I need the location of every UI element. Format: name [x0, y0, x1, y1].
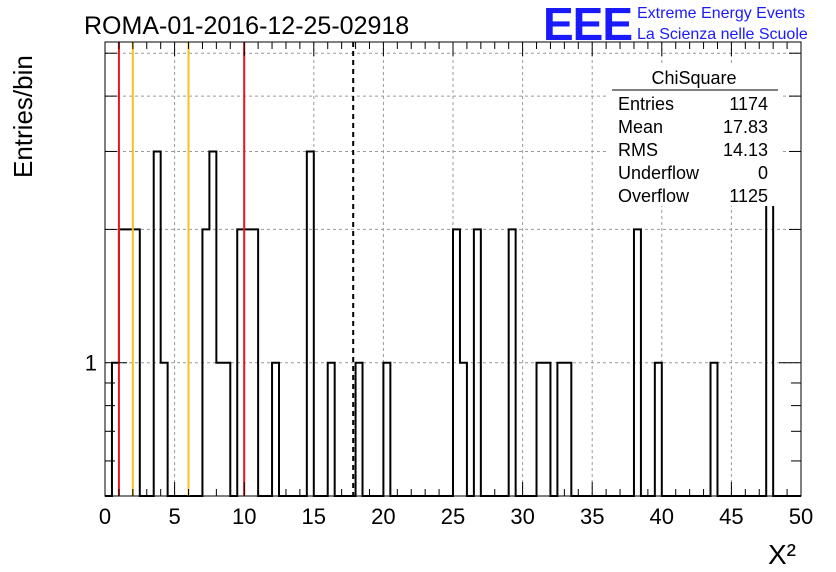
- y-tick-label: 1: [85, 351, 97, 376]
- chart-title: ROMA-01-2016-12-25-02918: [84, 12, 409, 40]
- stats-box-background: [608, 66, 780, 206]
- x-tick-label: 50: [789, 504, 813, 529]
- x-axis-label: X²: [768, 539, 796, 570]
- stats-value: 1174: [729, 94, 768, 114]
- stats-value: 0: [758, 163, 768, 183]
- x-tick-label: 0: [99, 504, 111, 529]
- x-tick-label: 40: [650, 504, 674, 529]
- stats-value: 1125: [729, 186, 768, 206]
- stats-label: Entries: [618, 94, 674, 114]
- x-tick-label: 10: [232, 504, 256, 529]
- reference-lines: [117, 42, 355, 496]
- stats-box-title: ChiSquare: [651, 68, 736, 88]
- x-tick-label: 30: [510, 504, 534, 529]
- stats-label: RMS: [618, 140, 658, 160]
- y-tick-labels: 1: [85, 351, 97, 376]
- eee-logo: EEE Extreme Energy Events La Scienza nel…: [543, 0, 808, 50]
- x-tick-label: 35: [580, 504, 604, 529]
- x-tick-labels: 0 5 10 15 20 25 30 35 40 45 50: [99, 504, 813, 529]
- x-tick-label: 45: [719, 504, 743, 529]
- stats-label: Underflow: [618, 163, 700, 183]
- stats-label: Mean: [618, 117, 663, 137]
- x-tick-label: 15: [302, 504, 326, 529]
- x-tick-label: 20: [371, 504, 395, 529]
- x-tick-label: 25: [441, 504, 465, 529]
- y-axis-label: Entries/bin: [8, 55, 38, 178]
- stats-value: 14.13: [723, 140, 768, 160]
- x-tick-label: 5: [168, 504, 180, 529]
- logo-line-1: Extreme Energy Events: [637, 5, 805, 22]
- stats-label: Overflow: [618, 186, 690, 206]
- stats-value: 17.83: [723, 117, 768, 137]
- logo-line-2: La Scienza nelle Scuole: [637, 26, 808, 43]
- stats-rows: Entries 1174 Mean 17.83 RMS 14.13 Underflow 0 Ov…: [618, 94, 768, 206]
- stats-box: ChiSquare Entries 1174 Mean 17.83 RMS 14.13 Un…: [608, 66, 780, 206]
- axis-ticks: [104, 42, 802, 496]
